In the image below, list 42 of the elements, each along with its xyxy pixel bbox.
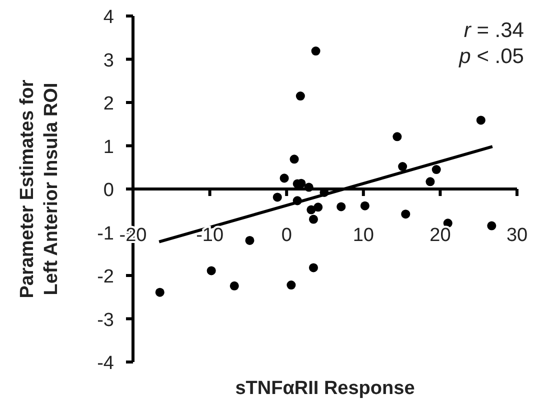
point — [290, 154, 299, 164]
point — [155, 288, 164, 297]
point — [308, 214, 318, 224]
point — [360, 201, 370, 210]
point — [314, 202, 323, 212]
y-tick-label: -3 — [97, 310, 114, 331]
x-tick-label: 10 — [352, 225, 374, 246]
y-axis-title: Parameter Estimates for Left Anterior Insula ROI — [17, 79, 62, 298]
point — [476, 116, 486, 125]
point — [292, 196, 302, 206]
y-tick-label: -4 — [97, 353, 114, 374]
point — [304, 182, 314, 192]
x-tick-label: 0 — [281, 225, 292, 246]
point — [245, 236, 254, 245]
point — [286, 280, 296, 290]
point — [401, 210, 410, 219]
annotation: p < .05 — [459, 44, 524, 70]
point — [280, 174, 289, 183]
point — [206, 266, 216, 276]
x-tick-label: -10 — [196, 225, 224, 246]
point — [308, 263, 318, 272]
point — [272, 192, 282, 202]
point — [311, 46, 320, 56]
y-tick-label: 1 — [103, 136, 114, 158]
y-tick-label: -1 — [97, 223, 114, 244]
point — [392, 132, 402, 142]
point — [426, 177, 435, 186]
x-tick-label: 30 — [506, 225, 528, 246]
point — [296, 92, 305, 101]
point — [336, 202, 346, 212]
x-axis-title: sTNFαRII Response — [235, 378, 415, 399]
point — [230, 281, 239, 290]
y-tick-label: 4 — [103, 7, 114, 28]
annotation: r = .34 — [462, 18, 524, 44]
y-tick-label: 2 — [103, 94, 114, 114]
y-tick-label: 0 — [103, 180, 114, 201]
point — [487, 221, 496, 230]
point — [432, 165, 441, 174]
point — [398, 162, 408, 172]
x-tick-label: 20 — [430, 225, 451, 246]
y-tick-label: 3 — [103, 50, 114, 72]
y-tick-label: -2 — [97, 266, 114, 288]
